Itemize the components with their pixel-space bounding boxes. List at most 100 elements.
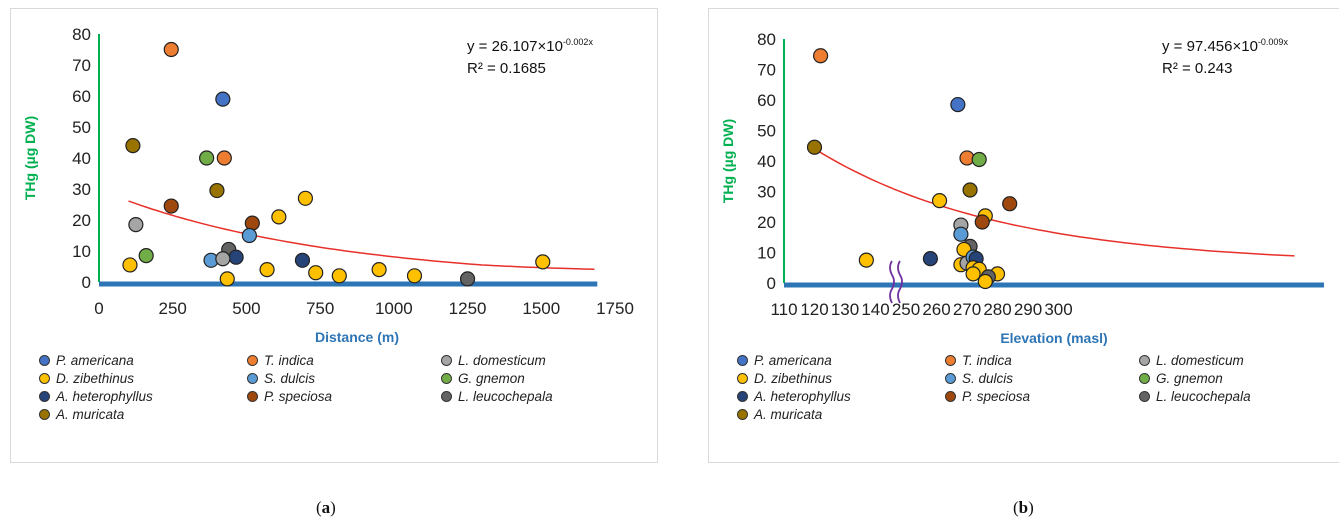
- legend-marker-icon: [1139, 355, 1150, 366]
- data-point: [971, 151, 987, 168]
- y-tick-label: 70: [757, 61, 776, 80]
- data-point: [271, 209, 287, 225]
- x-tick-label: 250: [892, 300, 920, 319]
- axis-break-icon: [889, 260, 895, 304]
- legend-item: P. speciosa: [247, 389, 332, 404]
- data-point: [977, 273, 993, 290]
- legend-label: T. indica: [264, 353, 314, 368]
- data-point: [371, 262, 387, 278]
- data-point: [331, 268, 347, 284]
- y-tick-label: 30: [72, 180, 91, 199]
- legend-label: D. zibethinus: [754, 371, 833, 386]
- legend-item: S. dulcis: [247, 371, 315, 386]
- data-point: [953, 226, 969, 242]
- y-axis-label: THg (µg DW): [720, 119, 736, 203]
- legend-marker-icon: [737, 373, 748, 384]
- legend-marker-icon: [1139, 373, 1150, 384]
- data-point: [922, 251, 938, 267]
- data-point: [974, 214, 990, 230]
- data-point: [308, 265, 324, 281]
- x-tick-label: 290: [1014, 300, 1042, 319]
- legend-label: P. americana: [754, 353, 832, 368]
- legend-label: L. domesticum: [1156, 353, 1244, 368]
- y-tick-label: 10: [72, 242, 91, 261]
- y-axis-label: THg (µg DW): [22, 116, 38, 200]
- y-tick-label: 10: [757, 244, 776, 263]
- legend-marker-icon: [945, 391, 956, 402]
- scatter-chart-b: 0 10 20 30 40 50 60 70 80 THg (µg DW) 110 120 130 140…: [720, 30, 1324, 346]
- data-point: [806, 139, 823, 155]
- y-tick-label: 60: [72, 87, 91, 106]
- legend-item: T. indica: [945, 353, 1012, 368]
- legend-marker-icon: [247, 373, 258, 384]
- data-point: [297, 190, 313, 206]
- y-tick-label: 50: [757, 122, 776, 141]
- y-tick-label: 20: [72, 211, 91, 230]
- x-tick-label: 260: [922, 300, 950, 319]
- trendline: [128, 200, 595, 271]
- legend-label: A. heterophyllus: [56, 389, 153, 404]
- x-tick-label: 110: [770, 300, 797, 319]
- legend-item: L. leucochepala: [441, 389, 553, 404]
- legend-item: L. domesticum: [1139, 353, 1244, 368]
- data-point: [931, 193, 948, 209]
- data-point: [163, 198, 179, 214]
- legend-item: D. zibethinus: [39, 371, 134, 386]
- y-tick-label: 40: [757, 152, 776, 171]
- legend-label: G. gnemon: [458, 371, 525, 386]
- legend-label: P. speciosa: [264, 389, 333, 404]
- legend-item: P. americana: [737, 353, 832, 368]
- legend-marker-icon: [441, 373, 452, 384]
- legend-label: L. leucochepala: [458, 389, 553, 404]
- data-point: [163, 41, 179, 58]
- data-point: [209, 182, 225, 199]
- data-point: [125, 138, 141, 154]
- legend-marker-icon: [737, 391, 748, 402]
- y-tick-label: 40: [72, 149, 91, 168]
- caption-a: (a): [316, 498, 336, 517]
- x-tick-label: 120: [800, 300, 828, 319]
- x-tick-label: 750: [306, 299, 334, 318]
- legend-marker-icon: [39, 373, 50, 384]
- legend-marker-icon: [1139, 391, 1150, 402]
- y-tick-label: 80: [757, 30, 776, 49]
- data-point: [199, 150, 215, 166]
- y-tick-label: 80: [72, 25, 91, 44]
- data-point: [128, 217, 144, 233]
- legend-label: S. dulcis: [962, 371, 1014, 386]
- legend-item: A. heterophyllus: [39, 389, 153, 404]
- data-point: [122, 257, 138, 273]
- y-tick-label: 30: [757, 183, 776, 202]
- x-axis-label: Elevation (masl): [1000, 330, 1107, 346]
- legend-item: L. domesticum: [441, 353, 546, 368]
- chart-panel-b: 0 10 20 30 40 50 60 70 80 THg (µg DW) 110 120 130 140…: [708, 8, 1339, 463]
- legend-label: A. heterophyllus: [754, 389, 851, 404]
- data-point: [216, 150, 232, 166]
- data-point: [858, 252, 874, 268]
- legend-item: L. leucochepala: [1139, 389, 1251, 404]
- legend-label: D. zibethinus: [56, 371, 135, 386]
- data-point: [812, 48, 829, 64]
- legend-item: A. muricata: [39, 407, 124, 422]
- trendline: [814, 148, 1295, 257]
- legend-item: P. speciosa: [945, 389, 1030, 404]
- x-tick-label: 130: [831, 300, 859, 319]
- x-axis-label: Distance (m): [315, 329, 399, 345]
- x-tick-label: 0: [94, 299, 103, 318]
- data-point: [215, 91, 231, 107]
- legend-item: G. gnemon: [441, 371, 525, 386]
- y-tick-label: 0: [82, 273, 91, 292]
- legend-item: D. zibethinus: [737, 371, 832, 386]
- legend-label: S. dulcis: [264, 371, 316, 386]
- data-point: [294, 252, 311, 268]
- legend-marker-icon: [441, 355, 452, 366]
- x-tick-label: 270: [953, 300, 981, 319]
- x-tick-label: 1750: [596, 299, 634, 318]
- data-point: [459, 271, 476, 287]
- legend-label: A. muricata: [754, 407, 823, 422]
- caption-b: (b): [1013, 498, 1034, 517]
- data-point: [1002, 196, 1018, 212]
- legend-label: P. americana: [56, 353, 134, 368]
- legend-marker-icon: [39, 391, 50, 402]
- data-point: [950, 96, 966, 113]
